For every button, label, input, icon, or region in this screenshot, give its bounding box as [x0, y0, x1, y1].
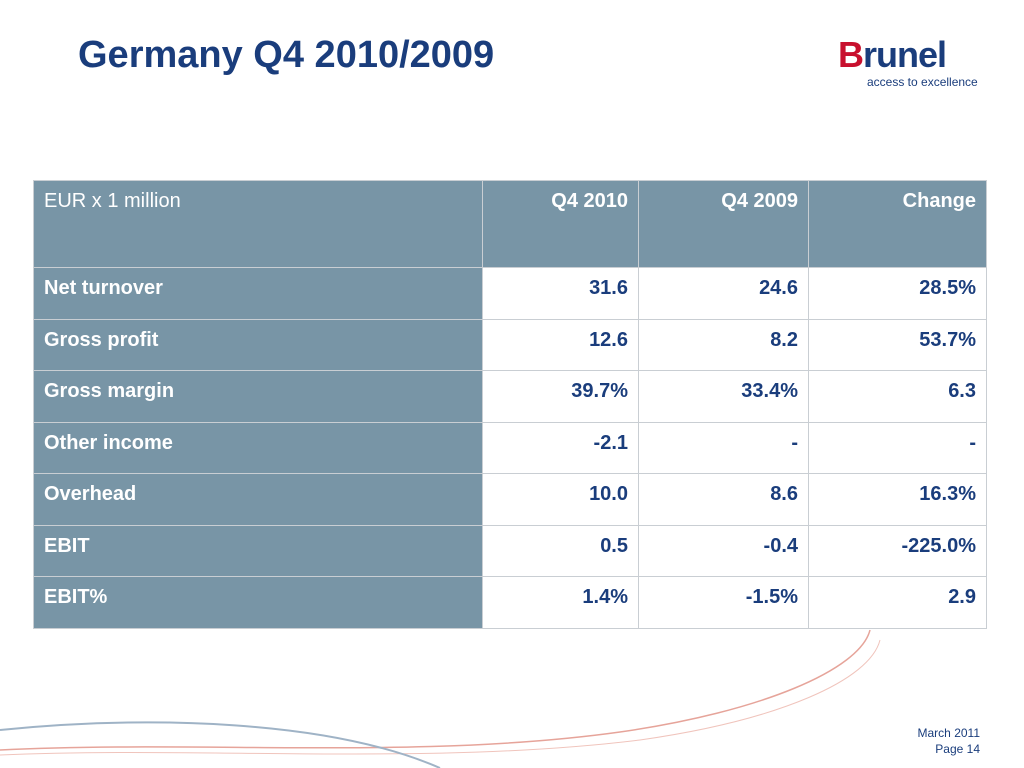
table-row: Gross profit 12.6 8.2 53.7% — [33, 318, 987, 371]
table-row: Gross margin 39.7% 33.4% 6.3 — [33, 370, 987, 423]
logo-tagline: access to excellence — [867, 75, 978, 89]
header-change: Change — [808, 180, 987, 268]
header-q4-2010: Q4 2010 — [482, 180, 639, 268]
brunel-logo: Brunel access to excellence — [838, 36, 988, 92]
cell-change: 53.7% — [808, 318, 987, 371]
table-row: Overhead 10.0 8.6 16.3% — [33, 473, 987, 526]
cell-change: - — [808, 421, 987, 474]
cell-q4-2009: 33.4% — [638, 370, 809, 423]
table-row: Other income -2.1 - - — [33, 421, 987, 474]
cell-q4-2009: -0.4 — [638, 524, 809, 577]
table-row: EBIT% 1.4% -1.5% 2.9 — [33, 576, 987, 629]
swoosh-blue-line — [0, 721, 441, 768]
cell-q4-2009: 8.2 — [638, 318, 809, 371]
row-label: Other income — [33, 421, 483, 474]
header-q4-2009: Q4 2009 — [638, 180, 809, 268]
row-label: EBIT — [33, 524, 483, 577]
swoosh-light-red-line — [0, 639, 881, 756]
row-label: Overhead — [33, 473, 483, 526]
cell-change: 28.5% — [808, 267, 987, 320]
row-label: Net turnover — [33, 267, 483, 320]
row-label: Gross margin — [33, 370, 483, 423]
footer-page-number: Page 14 — [935, 742, 980, 756]
header-unit: EUR x 1 million — [33, 180, 483, 268]
cell-change: 2.9 — [808, 576, 987, 629]
table-row: Net turnover 31.6 24.6 28.5% — [33, 267, 987, 320]
financial-table: EUR x 1 million Q4 2010 Q4 2009 Change N… — [33, 180, 987, 629]
cell-q4-2010: -2.1 — [482, 421, 639, 474]
cell-q4-2010: 0.5 — [482, 524, 639, 577]
slide-footer: March 2011 Page 14 — [918, 725, 980, 757]
cell-change: 16.3% — [808, 473, 987, 526]
logo-letter-b: B — [838, 34, 864, 75]
cell-q4-2009: - — [638, 421, 809, 474]
row-label: Gross profit — [33, 318, 483, 371]
cell-q4-2009: 24.6 — [638, 267, 809, 320]
table-header-row: EUR x 1 million Q4 2010 Q4 2009 Change — [33, 180, 987, 268]
row-label: EBIT% — [33, 576, 483, 629]
cell-q4-2010: 39.7% — [482, 370, 639, 423]
swoosh-red-line — [0, 629, 871, 751]
cell-change: -225.0% — [808, 524, 987, 577]
decorative-swoosh — [0, 629, 881, 768]
cell-q4-2010: 31.6 — [482, 267, 639, 320]
footer-date: March 2011 — [917, 726, 980, 740]
cell-q4-2010: 12.6 — [482, 318, 639, 371]
cell-q4-2009: -1.5% — [638, 576, 809, 629]
table-row: EBIT 0.5 -0.4 -225.0% — [33, 524, 987, 577]
cell-change: 6.3 — [808, 370, 987, 423]
cell-q4-2009: 8.6 — [638, 473, 809, 526]
logo-wordmark: Brunel — [838, 34, 947, 75]
logo-letters-rest: runel — [863, 34, 947, 75]
slide-title: Germany Q4 2010/2009 — [78, 34, 495, 76]
cell-q4-2010: 10.0 — [482, 473, 639, 526]
